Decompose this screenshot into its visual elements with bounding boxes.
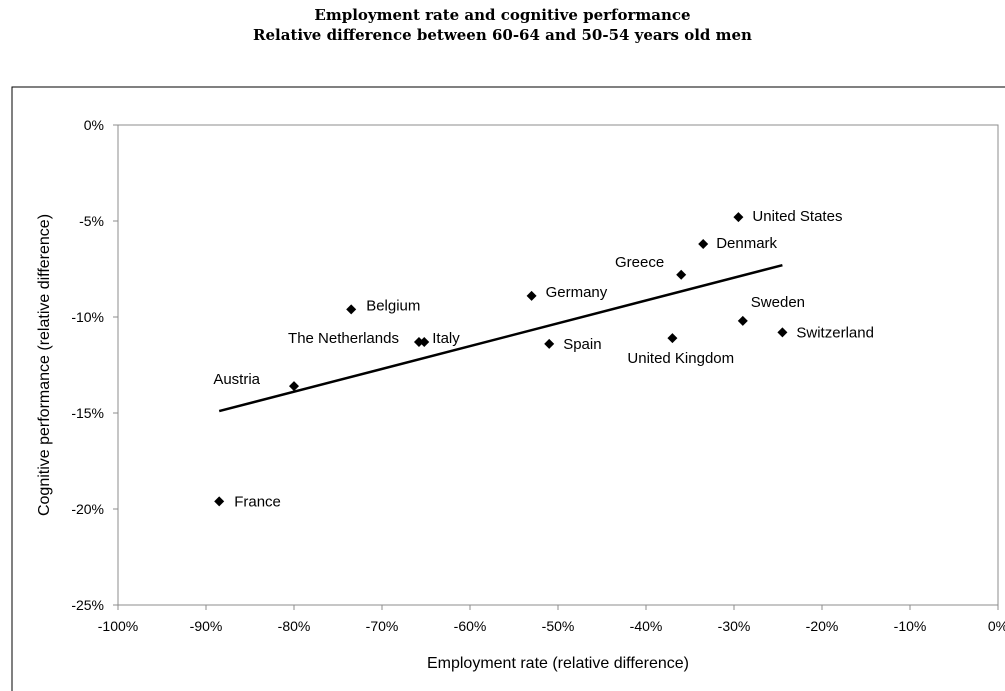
y-tick-label: -10% [71,309,104,325]
x-tick-label: 0% [988,618,1005,634]
x-tick-label: -10% [894,618,927,634]
point-label: Switzerland [796,324,874,341]
chart-frame [11,86,1005,691]
point-label: Germany [546,284,608,301]
point-label: United States [752,208,842,225]
x-tick-label: -30% [718,618,751,634]
point-label: Denmark [716,235,777,252]
data-points [214,212,788,507]
x-tick-label: -80% [278,618,311,634]
y-tick-label: -5% [79,213,104,229]
y-axis-label: Cognitive performance (relative differen… [36,214,53,516]
point-labels: United States Denmark Greece Germany Belgium… [213,208,874,510]
data-point [544,338,555,349]
chart-subtitle: Relative difference between 60-64 and 50… [253,26,752,44]
point-label: Greece [615,254,664,271]
y-tick-label: -20% [71,501,104,517]
data-point [526,290,537,301]
y-tick-label: 0% [84,117,104,133]
point-label: Austria [213,371,260,388]
point-label: Spain [563,336,601,353]
data-point [737,315,748,326]
y-tick-label: -25% [71,597,104,613]
data-point [346,304,357,315]
data-point [777,327,788,338]
point-label: United Kingdom [627,350,734,367]
x-tick-label: -50% [542,618,575,634]
x-tick-label: -70% [366,618,399,634]
x-tick-label: -60% [454,618,487,634]
x-tick-label: -20% [806,618,839,634]
point-label: Belgium [366,297,420,314]
data-point [419,336,430,347]
data-point [667,333,678,344]
trendline [218,263,783,413]
x-tick-label: -40% [630,618,663,634]
point-label: The Netherlands [288,330,399,347]
data-point [289,381,299,392]
x-axis-label: Employment rate (relative difference) [427,655,689,672]
trendline-group [218,263,783,413]
data-point [698,239,709,250]
plot-area [117,124,999,606]
x-tick-label: -90% [190,618,223,634]
data-point [676,269,687,280]
point-label: Sweden [751,294,805,311]
point-label: Italy [432,330,460,347]
y-tick-label: -15% [71,405,104,421]
x-tick-label: -100% [98,618,138,634]
point-label: France [234,493,281,510]
y-axis-ticks: 0% -5% -10% -15% -20% -25% [71,117,118,613]
chart-title: Employment rate and cognitive performanc… [314,6,691,24]
data-point [413,336,424,347]
data-point [214,496,225,507]
x-axis-ticks: -100% -90% -80% -70% -60% -50% -40% -30% -20% -10… [98,605,1005,634]
data-point [733,212,744,223]
